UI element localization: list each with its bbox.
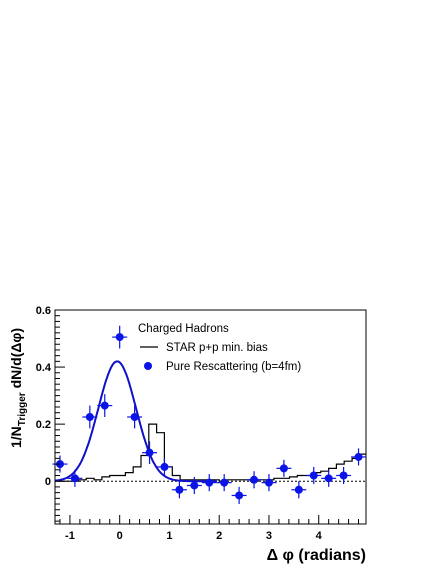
y-tick-label: 0.4 bbox=[36, 362, 52, 374]
fit-curve-series bbox=[54, 360, 217, 483]
x-tick-label: 3 bbox=[266, 530, 272, 542]
data-point bbox=[246, 471, 262, 489]
point-marker bbox=[205, 478, 214, 487]
point-marker bbox=[145, 448, 154, 457]
x-axis-title-symbol: Δ φ bbox=[267, 547, 294, 564]
point-marker bbox=[130, 413, 139, 421]
legend-points-label: Pure Rescattering (b=4fm) bbox=[166, 361, 301, 373]
fit-curve bbox=[54, 360, 217, 483]
point-marker bbox=[309, 471, 318, 480]
data-point bbox=[216, 474, 232, 492]
histogram-series bbox=[55, 423, 366, 482]
data-point bbox=[321, 469, 337, 487]
point-marker bbox=[235, 491, 244, 500]
y-axis-title-suffix: dN/d(Δφ) bbox=[8, 328, 24, 392]
point-marker bbox=[354, 452, 363, 461]
data-point bbox=[142, 441, 158, 465]
point-marker bbox=[100, 401, 109, 410]
point-marker bbox=[70, 474, 79, 483]
point-marker bbox=[175, 485, 184, 494]
y-tick-label: 0.2 bbox=[36, 419, 51, 431]
y-axis-title: 1/NTrigger dN/d(Δφ) bbox=[8, 328, 28, 448]
data-point bbox=[67, 469, 83, 487]
x-tick-label: 2 bbox=[216, 530, 222, 542]
y-tick-label: 0.6 bbox=[36, 305, 51, 317]
data-point bbox=[157, 458, 172, 476]
x-tick-label: 4 bbox=[316, 530, 323, 542]
point-marker bbox=[85, 413, 94, 421]
point-marker bbox=[115, 333, 124, 342]
point-marker bbox=[160, 462, 169, 471]
data-point bbox=[82, 405, 98, 429]
point-marker bbox=[294, 485, 303, 494]
data-point bbox=[171, 481, 187, 499]
x-tick-label: 1 bbox=[166, 530, 172, 542]
y-axis: 0 0.2 0.4 0.6 bbox=[36, 305, 65, 522]
data-point bbox=[186, 476, 202, 495]
data-point bbox=[127, 405, 143, 429]
data-point bbox=[201, 474, 217, 492]
rescattering-points-series bbox=[52, 325, 366, 505]
data-point bbox=[291, 481, 307, 499]
data-point bbox=[231, 486, 247, 505]
plot-frame bbox=[54, 309, 367, 525]
data-point bbox=[351, 448, 366, 466]
point-marker bbox=[339, 471, 348, 480]
point-marker bbox=[264, 478, 273, 487]
histogram-line bbox=[55, 423, 366, 482]
data-point bbox=[276, 459, 292, 477]
data-point bbox=[306, 466, 322, 485]
data-point bbox=[97, 394, 113, 417]
point-marker bbox=[190, 481, 199, 490]
x-axis-title-unit: (radians) bbox=[294, 547, 366, 564]
x-axis: -1 0 1 2 3 4 bbox=[59, 515, 360, 542]
y-axis-title-prefix: 1/N bbox=[8, 426, 24, 448]
point-marker bbox=[324, 474, 333, 483]
point-marker bbox=[250, 475, 259, 484]
point-marker bbox=[279, 464, 288, 473]
data-point bbox=[261, 474, 277, 492]
point-marker bbox=[220, 478, 229, 487]
data-point bbox=[336, 466, 352, 485]
x-tick-label: -1 bbox=[65, 530, 75, 542]
x-tick-label: 0 bbox=[117, 530, 123, 542]
data-point bbox=[112, 325, 128, 349]
legend: Charged Hadrons STAR p+p min. bias Pure … bbox=[138, 323, 301, 373]
legend-title: Charged Hadrons bbox=[138, 323, 229, 335]
x-axis-title: Δ φ (radians) bbox=[267, 547, 366, 564]
legend-points-marker bbox=[144, 362, 152, 370]
y-tick-label: 0 bbox=[45, 476, 51, 488]
y-axis-title-subscript: Trigger bbox=[17, 392, 28, 426]
legend-histogram-label: STAR p+p min. bias bbox=[166, 342, 268, 354]
